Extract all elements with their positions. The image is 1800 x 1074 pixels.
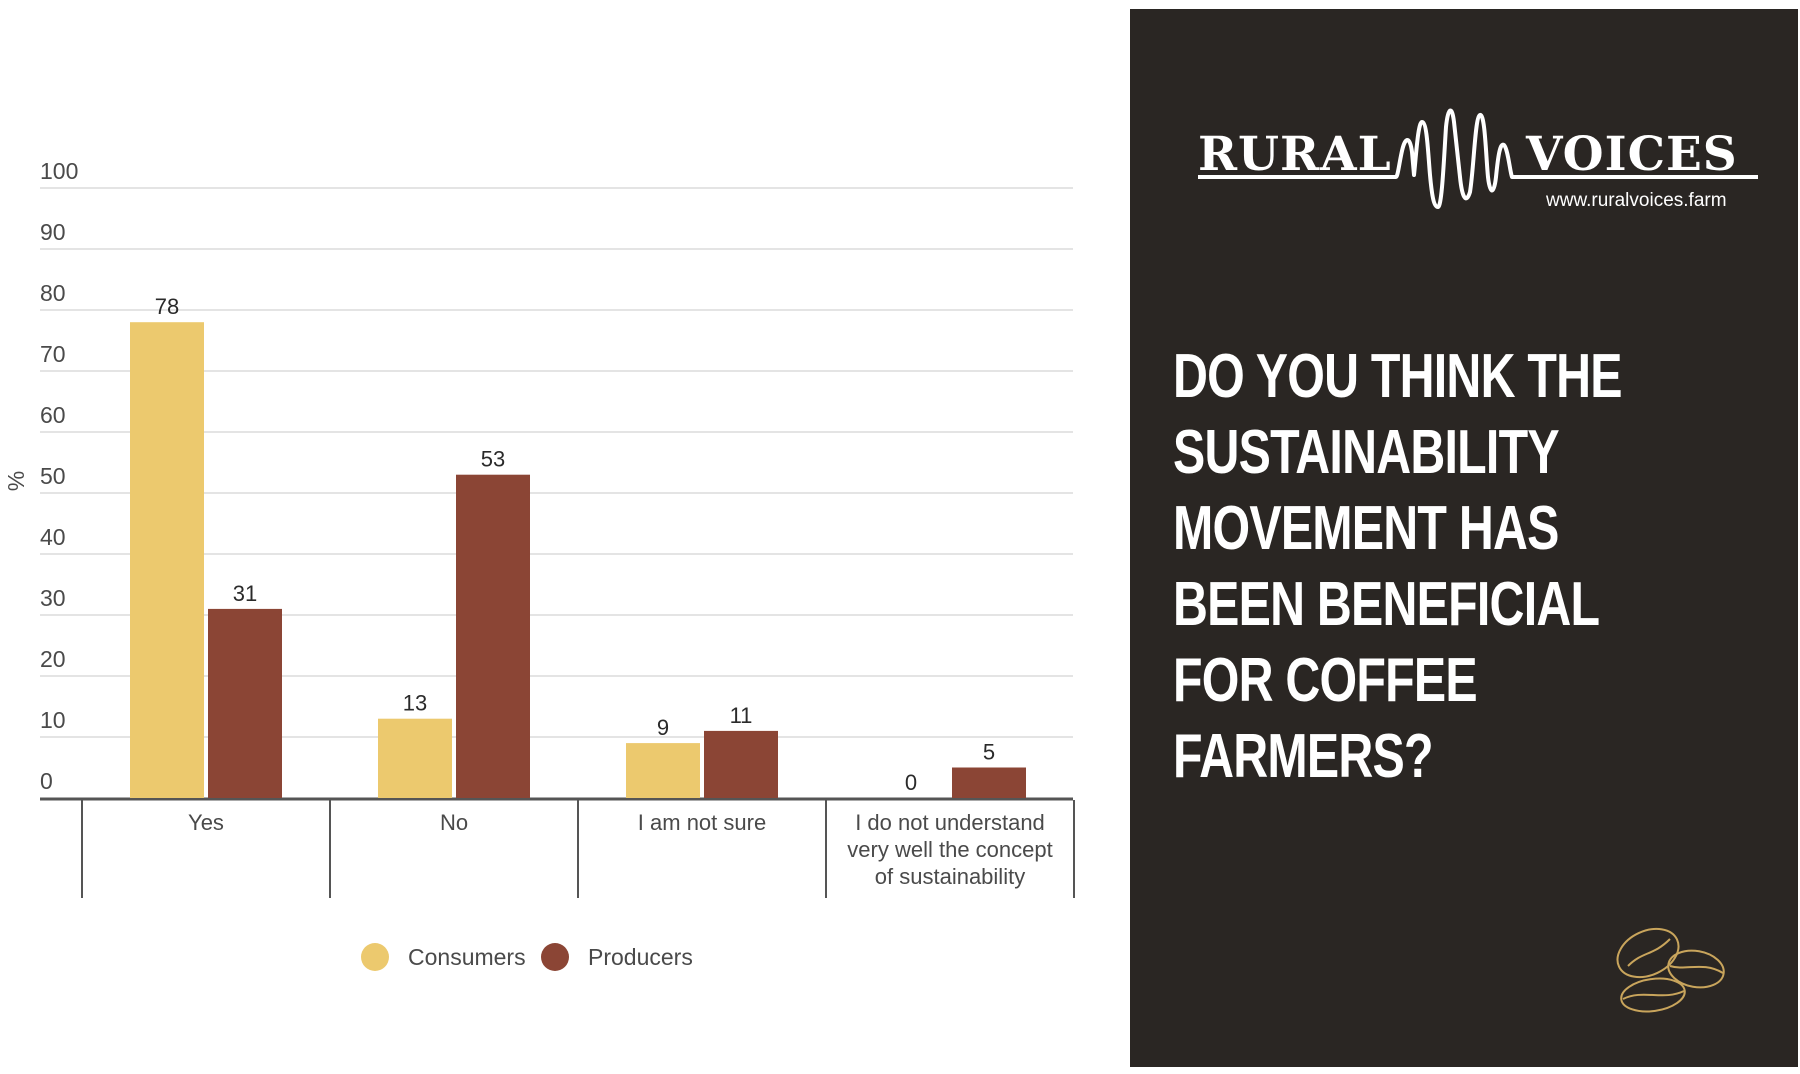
sound-wave-icon bbox=[1198, 108, 1758, 209]
brand-logo: RURAL VOICES www.ruralvoices.farm bbox=[1198, 97, 1758, 227]
brand-word-voices: VOICES bbox=[1526, 127, 1738, 182]
legend-swatch-producers bbox=[541, 943, 569, 971]
y-tick-label: 50 bbox=[40, 463, 66, 489]
survey-question: DO YOU THINK THE SUSTAINABILITY MOVEMENT… bbox=[1173, 342, 1623, 791]
bar-value-label: 11 bbox=[730, 703, 753, 728]
x-category-label: very well the concept bbox=[847, 837, 1052, 862]
bar-producers bbox=[704, 730, 778, 798]
y-tick-label: 10 bbox=[40, 707, 66, 733]
x-category-label: I do not understand bbox=[855, 810, 1045, 835]
bar-consumers bbox=[378, 718, 452, 798]
y-tick-label: 100 bbox=[40, 158, 78, 184]
bar-value-label: 5 bbox=[983, 740, 995, 765]
bar-value-label: 13 bbox=[403, 691, 427, 716]
bar-value-label: 53 bbox=[481, 447, 505, 472]
x-category-label: Yes bbox=[188, 810, 224, 835]
bar-consumers bbox=[130, 322, 204, 798]
y-tick-label: 0 bbox=[40, 768, 53, 794]
legend-label: Consumers bbox=[408, 944, 526, 970]
info-panel: RURAL VOICES www.ruralvoices.farm DO YOU… bbox=[1130, 9, 1798, 1067]
y-tick-label: 70 bbox=[40, 341, 66, 367]
y-tick-label: 30 bbox=[40, 585, 66, 611]
y-tick-label: 80 bbox=[40, 280, 66, 306]
legend-label: Producers bbox=[588, 944, 693, 970]
brand-url: www.ruralvoices.farm bbox=[1546, 190, 1727, 211]
y-axis-title: % bbox=[3, 471, 29, 491]
bar-consumers bbox=[626, 743, 700, 798]
x-category-label: I am not sure bbox=[638, 810, 766, 835]
x-category-label: No bbox=[440, 810, 468, 835]
bar-value-label: 0 bbox=[905, 770, 917, 795]
x-category-label: of sustainability bbox=[875, 864, 1025, 889]
bar-producers bbox=[208, 608, 282, 798]
bar-value-label: 31 bbox=[233, 581, 257, 606]
legend-swatch-consumers bbox=[361, 943, 389, 971]
brand-word-rural: RURAL bbox=[1198, 127, 1392, 182]
bar-chart: 0 10 20 30 40 50 60 70 80 90 100% 78 31 Yes 13 53 No 9 11 I… bbox=[3, 158, 1075, 971]
coffee-beans-icon bbox=[1616, 927, 1725, 1013]
y-tick-label: 20 bbox=[40, 646, 66, 672]
bar-value-label: 78 bbox=[155, 294, 179, 319]
bar-value-label: 9 bbox=[657, 715, 669, 740]
y-tick-label: 60 bbox=[40, 402, 66, 428]
bar-producers bbox=[456, 474, 530, 798]
y-tick-label: 40 bbox=[40, 524, 66, 550]
bar-producers bbox=[952, 767, 1026, 798]
y-tick-label: 90 bbox=[40, 219, 66, 245]
